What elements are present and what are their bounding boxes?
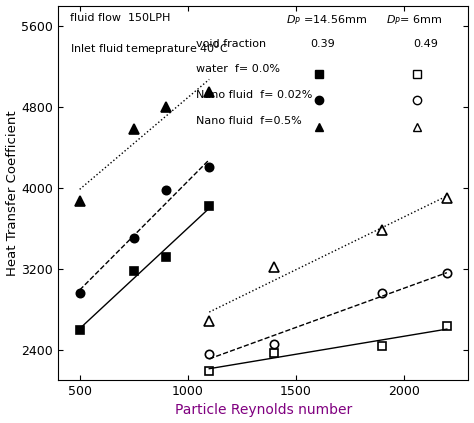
Text: Nano fluid  f= 0.02%: Nano fluid f= 0.02% — [196, 90, 312, 100]
X-axis label: Particle Reynolds number: Particle Reynolds number — [174, 404, 352, 418]
Text: $D_P$ =14.56mm: $D_P$ =14.56mm — [286, 13, 367, 27]
Text: 0.49: 0.49 — [413, 39, 438, 49]
Text: Nano fluid  f=0.5%: Nano fluid f=0.5% — [196, 116, 301, 126]
Text: water  f= 0.0%: water f= 0.0% — [196, 63, 280, 74]
Text: void fraction: void fraction — [196, 39, 265, 49]
Text: 0.39: 0.39 — [310, 39, 335, 49]
Text: $D_P$= 6mm: $D_P$= 6mm — [386, 13, 443, 27]
Text: fluid flow  150LPH: fluid flow 150LPH — [70, 13, 171, 23]
Y-axis label: Heat Transfer Coefficient: Heat Transfer Coefficient — [6, 110, 18, 276]
Text: Inlet fluid temeprature 40$^0$C: Inlet fluid temeprature 40$^0$C — [70, 39, 229, 58]
